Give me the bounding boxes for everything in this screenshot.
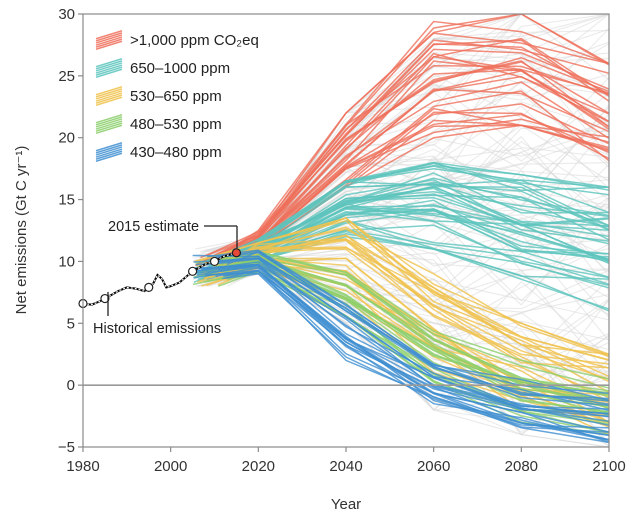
x-tick-label: 2040: [329, 458, 362, 475]
legend-item: 430–480 ppm: [95, 142, 222, 162]
y-tick-label: 0: [67, 377, 75, 394]
y-axis: −5 0 5 10 15 20 25 30: [58, 6, 83, 456]
scenario-line: [204, 272, 609, 441]
x-tick-label: 2060: [417, 458, 450, 475]
y-tick-label: 10: [58, 253, 75, 270]
legend-swatch-line: [95, 94, 123, 104]
legend-swatch-line: [95, 38, 123, 48]
scenario-line: [192, 263, 609, 418]
legend-swatch-line: [95, 36, 123, 46]
legend-swatch-line: [95, 86, 123, 96]
scenario-group-blue: [192, 249, 609, 444]
legend-swatch-line: [95, 60, 123, 70]
y-tick-label: 15: [58, 192, 75, 209]
legend: >1,000 ppm CO₂eq 650–1000 ppm 530–650 ppm 4…: [95, 30, 259, 162]
legend-label: 530–650 ppm: [130, 88, 222, 105]
legend-swatch-line: [95, 96, 123, 106]
legend-label: 480–530 ppm: [130, 116, 222, 133]
historical-marker: [144, 282, 154, 293]
legend-swatch-line: [95, 124, 123, 134]
legend-swatch-line: [95, 66, 123, 76]
legend-swatch-line: [95, 58, 123, 68]
scenario-line: [214, 14, 609, 256]
x-tick-label: 2000: [154, 458, 187, 475]
estimate-label: 2015 estimate: [108, 219, 199, 235]
legend-swatch-line: [95, 148, 123, 158]
historical-label: Historical emissions: [93, 321, 221, 337]
scenario-line: [198, 39, 609, 264]
legend-swatch-line: [95, 30, 123, 40]
legend-swatch-line: [95, 88, 123, 98]
legend-swatch-line: [95, 114, 123, 124]
x-axis-title: Year: [331, 496, 361, 513]
x-tick-label: 2100: [592, 458, 625, 475]
estimate-marker: [231, 248, 242, 258]
legend-swatch-line: [95, 116, 123, 126]
historical-marker: [187, 266, 198, 276]
legend-item: 650–1000 ppm: [95, 58, 230, 78]
y-tick-label: 25: [58, 68, 75, 85]
legend-swatch-line: [95, 64, 123, 74]
scenario-line: [204, 228, 609, 358]
legend-swatch-line: [95, 120, 123, 130]
legend-swatch-line: [95, 152, 123, 162]
scenario-line: [194, 219, 609, 378]
legend-swatch-line: [95, 150, 123, 160]
legend-swatch-line: [95, 68, 123, 78]
scenario-line: [195, 257, 609, 415]
legend-swatch-line: [95, 34, 123, 44]
scenario-lines: [192, 14, 609, 447]
y-tick-label: 30: [58, 6, 75, 23]
legend-label: 650–1000 ppm: [130, 60, 230, 77]
x-tick-label: 2020: [242, 458, 275, 475]
scenario-line: [225, 273, 609, 436]
legend-swatch-line: [95, 142, 123, 152]
legend-item: >1,000 ppm CO₂eq: [95, 30, 259, 50]
legend-label: >1,000 ppm CO₂eq: [130, 32, 259, 49]
legend-swatch-line: [95, 144, 123, 154]
scenario-line: [218, 252, 609, 402]
scenario-line: [218, 255, 609, 412]
x-tick-label: 2080: [505, 458, 538, 475]
scenario-line: [194, 60, 609, 267]
legend-swatch-line: [95, 40, 123, 50]
legend-swatch-line: [95, 92, 123, 102]
historical-marker: [209, 256, 220, 267]
x-axis: 1980 2000 2020 2040 2060 2080 2100: [66, 447, 626, 475]
annotations: 2015 estimate Historical emissions: [93, 219, 238, 337]
legend-swatch-line: [95, 118, 123, 128]
legend-swatch-line: [95, 90, 123, 100]
historical-marker: [100, 293, 110, 304]
y-tick-label: −5: [58, 439, 75, 456]
legend-swatch-line: [95, 62, 123, 72]
x-tick-label: 1980: [66, 458, 99, 475]
legend-item: 480–530 ppm: [95, 114, 222, 134]
y-axis-title: Net emissions (Gt C yr⁻¹): [13, 146, 30, 315]
y-tick-label: 5: [67, 315, 75, 332]
legend-swatch-line: [95, 122, 123, 132]
scenario-line: [226, 217, 609, 361]
historical-series: [78, 248, 242, 309]
legend-swatch-line: [95, 146, 123, 156]
legend-label: 430–480 ppm: [130, 144, 222, 161]
legend-swatch-line: [95, 32, 123, 42]
y-tick-label: 20: [58, 130, 75, 147]
legend-item: 530–650 ppm: [95, 86, 222, 106]
scenario-line: [202, 258, 609, 413]
